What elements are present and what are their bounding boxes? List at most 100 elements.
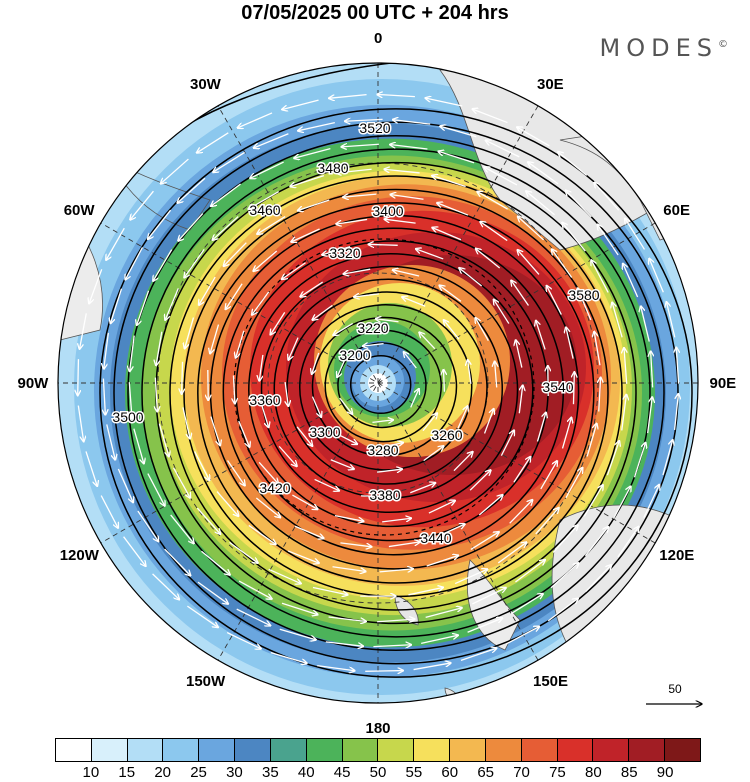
wind-vector-201 bbox=[279, 628, 316, 640]
wind-vector-64 bbox=[226, 460, 245, 485]
colorbar-label-80: 80 bbox=[584, 764, 602, 781]
contour-label-10: 3260 bbox=[431, 427, 462, 443]
wind-vector-182 bbox=[392, 120, 431, 125]
wind-vector-92 bbox=[257, 215, 286, 235]
colorbar-label-85: 85 bbox=[620, 764, 638, 781]
wind-vector-53 bbox=[416, 249, 444, 260]
wind-vector-71 bbox=[336, 218, 368, 224]
contour-1 bbox=[337, 342, 427, 429]
colorbar-segment-7 bbox=[306, 739, 343, 761]
wind-vector-166 bbox=[328, 616, 367, 621]
wind-vector-172 bbox=[103, 378, 105, 415]
map-title: 07/05/2025 00 UTC + 204 hrs bbox=[241, 2, 509, 24]
wind-vector-114 bbox=[156, 331, 163, 366]
wind-vector-24 bbox=[444, 320, 460, 340]
wind-vector-44 bbox=[292, 494, 317, 509]
wind-vector-59 bbox=[469, 470, 491, 491]
wind-vector-196 bbox=[510, 594, 543, 615]
contour-label-12: 3420 bbox=[259, 480, 290, 496]
wind-vector-212 bbox=[160, 158, 189, 184]
wind-vector-81 bbox=[436, 524, 465, 538]
wind-vector-85 bbox=[216, 491, 239, 517]
lon-label-60w: 60W bbox=[63, 202, 95, 219]
wind-vector-112 bbox=[158, 423, 169, 457]
wind-vector-208 bbox=[79, 313, 87, 349]
wind-vector-215 bbox=[282, 99, 319, 109]
wind-vector-183 bbox=[440, 126, 477, 138]
wind-vector-229 bbox=[643, 484, 660, 518]
wind-vector-14 bbox=[444, 369, 445, 392]
wind-vector-29 bbox=[314, 478, 340, 490]
colorbar-segment-5 bbox=[235, 739, 271, 761]
contour-label-2: 3400 bbox=[372, 203, 403, 219]
map-border bbox=[57, 62, 699, 704]
wind-vector-191 bbox=[647, 397, 653, 434]
wind-vector-126 bbox=[578, 288, 592, 321]
wind-vector-219 bbox=[472, 109, 508, 124]
wind-vector-87 bbox=[182, 407, 190, 439]
lon-label-90e: 90E bbox=[709, 374, 737, 392]
lon-label-0: 0 bbox=[374, 29, 383, 47]
meridian-150 bbox=[217, 105, 539, 661]
wind-vector-1 bbox=[372, 420, 393, 423]
wind-vector-54 bbox=[459, 268, 483, 287]
wind-vector-73 bbox=[432, 228, 462, 241]
wind-vector-211 bbox=[130, 190, 154, 220]
colorbar-label-40: 40 bbox=[297, 764, 315, 781]
colorbar-label-35: 35 bbox=[261, 764, 279, 781]
wind-vector-142 bbox=[130, 335, 135, 372]
wind-vector-4 bbox=[363, 344, 384, 347]
colorbar-segment-2 bbox=[127, 739, 164, 761]
wind-vector-210 bbox=[106, 227, 125, 260]
wind-vector-121 bbox=[384, 169, 420, 174]
wind-vector-50 bbox=[282, 262, 306, 280]
wind-vector-180 bbox=[298, 121, 335, 131]
colorbar-segment-12 bbox=[485, 739, 522, 761]
wind-vector-200 bbox=[325, 641, 364, 646]
wind-vector-58 bbox=[500, 430, 514, 456]
wind-vector-213 bbox=[197, 132, 229, 153]
wind-vector-76 bbox=[536, 320, 546, 350]
wind-vector-41 bbox=[453, 452, 473, 472]
wind-vector-153 bbox=[526, 191, 555, 216]
wind-vector-143 bbox=[137, 290, 150, 325]
wind-vector-63 bbox=[255, 497, 280, 518]
wind-vector-144 bbox=[153, 249, 173, 282]
wind-vector-130 bbox=[565, 468, 583, 499]
wind-vector-115 bbox=[165, 288, 179, 320]
wind-vector-57 bbox=[518, 385, 522, 414]
wind-vector-194 bbox=[584, 527, 608, 557]
lon-label-60e: 60E bbox=[663, 202, 690, 219]
reference-arrow-icon bbox=[646, 682, 710, 712]
wind-vector-131 bbox=[535, 508, 559, 535]
wind-vector-49 bbox=[252, 291, 270, 315]
contour-label-7: 3280 bbox=[367, 442, 398, 458]
wind-vector-89 bbox=[185, 317, 195, 349]
contour-17 bbox=[127, 134, 665, 652]
wind-vector-120 bbox=[336, 168, 372, 173]
wind-vector-42 bbox=[382, 518, 411, 523]
wind-vector-38 bbox=[475, 318, 489, 342]
wind-vector-202 bbox=[236, 608, 271, 626]
wind-vector-13 bbox=[419, 332, 436, 350]
colorbar-segment-17 bbox=[665, 739, 700, 761]
wind-vector-173 bbox=[104, 332, 109, 369]
wind-vector-239 bbox=[226, 632, 261, 649]
wind-vector-169 bbox=[201, 550, 230, 575]
wind-vector-214 bbox=[237, 112, 273, 128]
wind-vector-163 bbox=[472, 588, 506, 605]
reference-vector: 50 bbox=[640, 682, 710, 712]
wind-vector-70 bbox=[291, 228, 320, 242]
wind-vector-168 bbox=[238, 580, 272, 599]
wind-vector-100 bbox=[566, 327, 574, 359]
wind-vector-113 bbox=[155, 377, 157, 412]
wind-vector-8 bbox=[336, 433, 358, 444]
wind-vector-97 bbox=[480, 222, 508, 242]
wind-vector-221 bbox=[558, 152, 588, 176]
wind-vector-67 bbox=[210, 324, 220, 354]
colorbar-label-55: 55 bbox=[405, 764, 423, 781]
brand-mark: © bbox=[718, 39, 728, 50]
contour-19 bbox=[99, 108, 693, 678]
wind-vector-225 bbox=[666, 302, 676, 338]
colorbar-segment-11 bbox=[450, 739, 486, 761]
